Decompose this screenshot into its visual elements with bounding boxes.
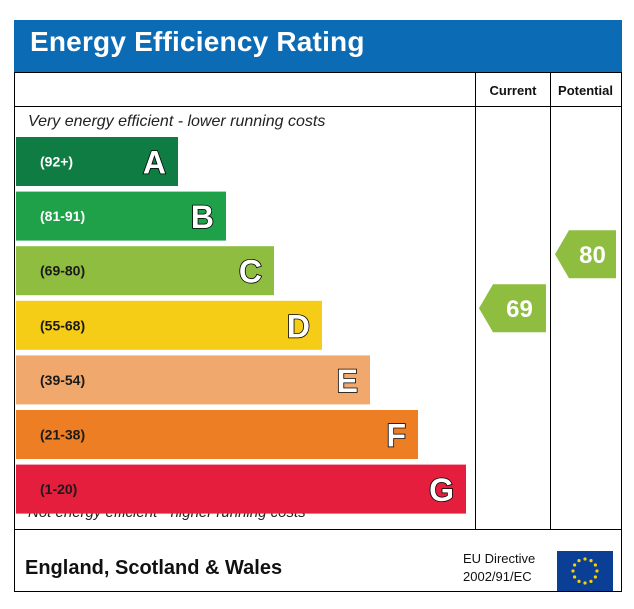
band-range-a: (92+) [40, 154, 73, 170]
divider-current [475, 73, 476, 529]
eu-star-icon [589, 579, 593, 583]
top-caption: Very energy efficient - lower running co… [28, 113, 326, 130]
band-range-g: (1-20) [40, 481, 77, 497]
band-range-c: (69-80) [40, 263, 85, 279]
band-f: (21-38) F [16, 410, 418, 459]
divider-potential [550, 73, 551, 529]
column-header-current: Current [489, 83, 537, 98]
band-letter-b: B [191, 199, 214, 235]
footer-divider [15, 529, 621, 530]
eu-star-icon [593, 563, 597, 567]
eu-star-icon [583, 581, 587, 585]
current-score-value: 69 [506, 296, 533, 323]
band-bar-b [16, 191, 226, 241]
band-bar-d [16, 300, 322, 350]
band-range-d: (55-68) [40, 317, 85, 333]
band-letter-a: A [143, 145, 166, 181]
column-header-potential: Potential [558, 83, 613, 98]
potential-score-value: 80 [579, 242, 606, 269]
eu-star-icon [595, 569, 599, 573]
band-g: (1-20) G [16, 464, 466, 514]
eu-star-icon [573, 563, 577, 567]
eu-star-icon [577, 559, 581, 563]
band-e: (39-54) E [16, 355, 370, 405]
directive-line-1: EU Directive [463, 551, 536, 566]
band-bar-c [16, 246, 274, 296]
band-b: (81-91) B [16, 191, 226, 241]
eu-star-icon [571, 569, 575, 573]
band-bar-f [16, 410, 418, 459]
band-a: (92+) A [16, 137, 178, 186]
band-bar-a [16, 137, 178, 186]
band-bar-g [16, 464, 466, 514]
chart-title: Energy Efficiency Rating [30, 26, 365, 57]
eu-star-icon [573, 575, 577, 579]
band-letter-e: E [337, 363, 358, 399]
potential-score: 80 [555, 230, 616, 279]
band-d: (55-68) D [16, 300, 322, 350]
band-range-e: (39-54) [40, 372, 85, 388]
band-bar-e [16, 355, 370, 405]
eu-star-icon [589, 559, 593, 563]
current-score-arrow [479, 284, 546, 333]
eu-flag-icon [557, 551, 613, 591]
directive-line-2: 2002/91/EC [463, 569, 532, 584]
eu-star-icon [583, 557, 587, 561]
band-c: (69-80) C [16, 246, 274, 296]
footer-region: England, Scotland & Wales [25, 557, 283, 579]
band-range-f: (21-38) [40, 427, 85, 443]
band-letter-f: F [386, 418, 406, 454]
band-range-b: (81-91) [40, 208, 85, 224]
band-letter-d: D [287, 308, 310, 344]
current-score: 69 [479, 284, 546, 333]
title-bar: Energy Efficiency Rating [14, 20, 622, 72]
band-letter-c: C [239, 254, 262, 290]
header-divider [15, 106, 621, 107]
potential-score-arrow [555, 230, 616, 279]
eu-star-icon [593, 575, 597, 579]
eu-star-icon [577, 579, 581, 583]
band-letter-g: G [429, 472, 454, 508]
